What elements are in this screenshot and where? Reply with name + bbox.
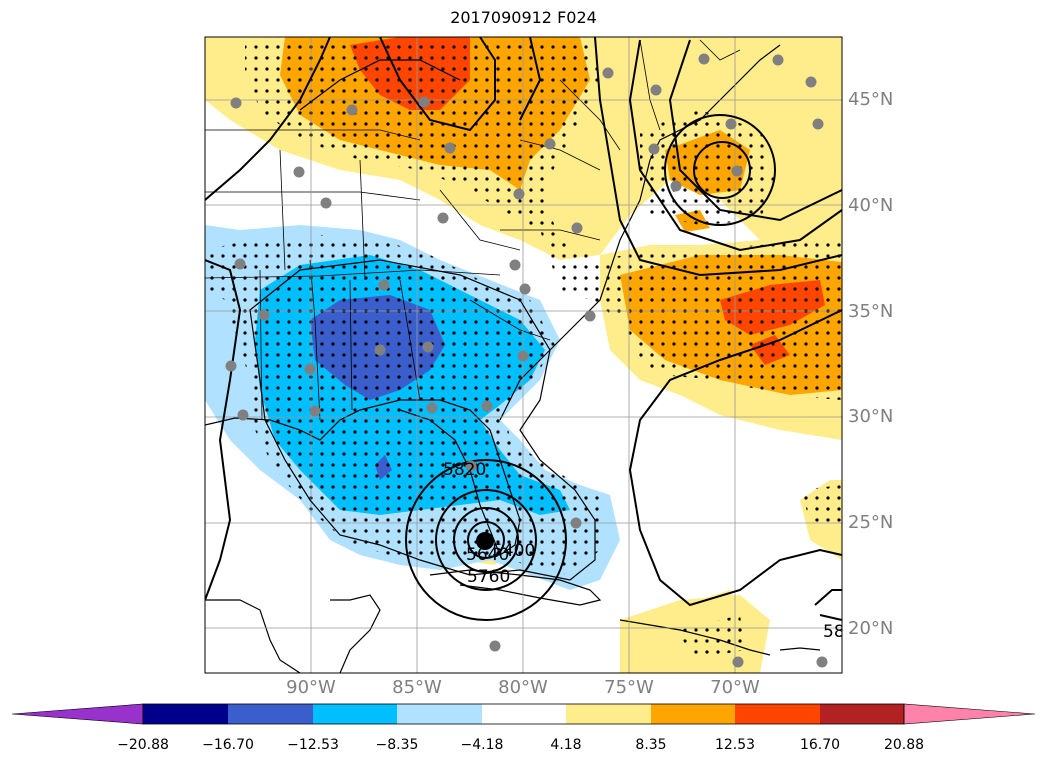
colorbar-tick-label: −4.18 bbox=[460, 737, 504, 753]
lon-label: 75°W bbox=[604, 677, 654, 698]
colorbar-tick-label: −20.88 bbox=[117, 737, 169, 753]
colorbar-segment bbox=[143, 704, 228, 724]
storm-center-marker bbox=[476, 532, 494, 550]
colorbar-tick-label: −8.35 bbox=[375, 737, 419, 753]
lat-label: 40°N bbox=[848, 195, 894, 216]
contour-label: 5820 bbox=[443, 460, 486, 480]
colorbar-tick-label: 8.35 bbox=[635, 737, 667, 753]
contour-label-group: 5820 5640 5400 5760 58 bbox=[443, 460, 845, 642]
colorbar-segment bbox=[313, 704, 397, 724]
map-frame bbox=[204, 36, 843, 674]
colorbar-tick-label: 16.70 bbox=[799, 737, 841, 753]
significance-stippling bbox=[205, 37, 842, 660]
figure-title: 2017090912 F024 bbox=[450, 8, 597, 27]
lon-label: 90°W bbox=[286, 677, 336, 698]
height-contours bbox=[205, 37, 842, 621]
colorbar-extend-high bbox=[903, 703, 1036, 725]
thickness-contours bbox=[249, 59, 596, 581]
lon-label: 85°W bbox=[392, 677, 442, 698]
colorbar-tick-label: 12.53 bbox=[714, 737, 756, 753]
lon-label: 80°W bbox=[498, 677, 548, 698]
lat-label: 25°N bbox=[848, 512, 894, 533]
colorbar-tick-label: −16.70 bbox=[202, 737, 254, 753]
colorbar-tick-label: 20.88 bbox=[883, 737, 925, 753]
lon-label: 70°W bbox=[710, 677, 760, 698]
coastlines bbox=[205, 44, 821, 673]
colorbar-segment bbox=[566, 704, 651, 724]
contour-label: 5760 bbox=[467, 567, 510, 587]
map-panel: 5820 5640 5400 5760 58 bbox=[205, 37, 845, 673]
colorbar-tick-label: 4.18 bbox=[550, 737, 582, 753]
colorbar-segment bbox=[228, 704, 313, 724]
colorbar-tick-label: −12.53 bbox=[287, 737, 339, 753]
station-markers bbox=[225, 53, 828, 668]
colorbar bbox=[11, 703, 1036, 725]
lat-label: 35°N bbox=[848, 301, 894, 322]
colorbar-segment bbox=[651, 704, 735, 724]
colorbar-segment bbox=[397, 704, 482, 724]
contour-label: 5640 bbox=[466, 545, 509, 565]
contour-label: 5400 bbox=[492, 541, 535, 561]
lat-label: 45°N bbox=[848, 89, 894, 110]
colorbar-segment bbox=[820, 704, 904, 724]
colorbar-segment bbox=[482, 704, 566, 724]
lat-label: 30°N bbox=[848, 406, 894, 427]
lat-label: 20°N bbox=[848, 618, 894, 639]
colorbar-extend-low bbox=[11, 703, 144, 725]
contour-label: 58 bbox=[823, 622, 845, 642]
colorbar-segment bbox=[735, 704, 820, 724]
